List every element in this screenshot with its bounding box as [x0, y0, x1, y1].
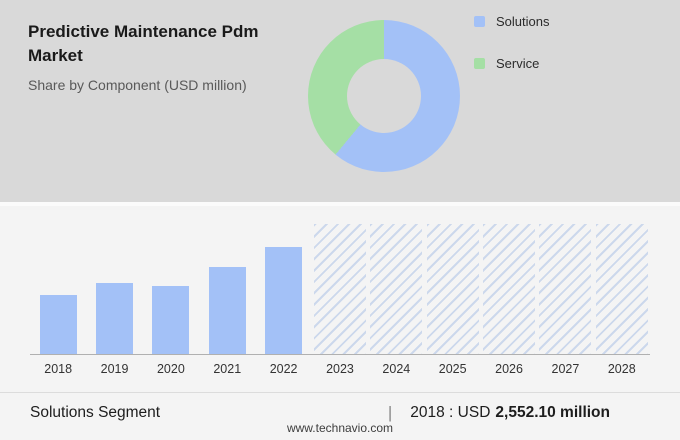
bar-forecast [595, 224, 648, 354]
bar-slot [199, 224, 255, 354]
segment-value-prefix: 2018 : USD [410, 404, 491, 421]
legend-swatch [474, 15, 485, 27]
x-axis-label: 2025 [438, 362, 467, 376]
bar-forecast [483, 224, 535, 354]
bar-forecast [314, 224, 366, 354]
donut-chart [308, 20, 460, 172]
x-axis-label: 2024 [382, 362, 411, 376]
x-axis-label: 2019 [100, 362, 129, 376]
bar-actual [208, 267, 246, 354]
page-subtitle: Share by Component (USD million) [28, 77, 247, 93]
bar-slot [425, 224, 481, 354]
legend-label: Service [496, 55, 540, 71]
segment-value-amount: 2,552.10 million [495, 404, 610, 421]
top-panel: Predictive Maintenance Pdm Market Share … [0, 0, 680, 202]
bar-slot [86, 224, 142, 354]
segment-label: Solutions Segment [30, 404, 161, 421]
footer-value-group: | 2018 : USD 2,552.10 million [388, 403, 650, 423]
x-axis-label: 2023 [326, 362, 354, 376]
bar-slot [368, 224, 424, 354]
bar-slot [481, 224, 537, 354]
x-axis-label: 2022 [269, 362, 298, 376]
bar-slot [537, 224, 593, 354]
bar-actual [95, 282, 134, 354]
legend-label: Solutions [496, 13, 550, 29]
bar-actual [152, 285, 190, 354]
bar-actual [39, 294, 77, 354]
donut-hole [347, 59, 421, 133]
x-axis-label: 2028 [607, 362, 636, 376]
bar-forecast [370, 224, 423, 354]
legend-item-solutions: Solutions [474, 12, 549, 30]
x-axis-label: 2027 [551, 362, 580, 376]
x-axis-label: 2021 [213, 362, 242, 376]
bar-slot [594, 224, 650, 354]
x-axis-label: 2026 [495, 362, 523, 376]
bar-slot [312, 224, 368, 354]
x-axis-label: 2018 [44, 362, 73, 376]
donut-legend: Solutions Service [474, 12, 549, 96]
x-axis-labels: 2018 2019 2020 2021 2022 2023 2024 2025 2026 2027… [30, 362, 650, 376]
footer-divider [0, 392, 680, 393]
separator-pipe: | [387, 403, 393, 422]
bar-plot [30, 224, 650, 355]
website-url: www.technavio.com [286, 421, 394, 435]
segment-value: 2018 : USD 2,552.10 million [410, 404, 610, 422]
bar-chart: 2018 2019 2020 2021 2022 2023 2024 2025 2026 2027… [30, 224, 650, 376]
bar-forecast [426, 224, 479, 354]
x-axis-label: 2020 [156, 362, 185, 376]
bar-slot [143, 224, 199, 354]
legend-item-service: Service [474, 54, 549, 72]
legend-swatch [474, 57, 485, 69]
footer-row: Solutions Segment | 2018 : USD 2,552.10 m… [30, 396, 650, 430]
bar-slot [30, 224, 86, 354]
bar-forecast [539, 224, 592, 354]
bottom-panel: 2018 2019 2020 2021 2022 2023 2024 2025 2026 2027… [0, 206, 680, 440]
page-title: Predictive Maintenance Pdm Market [28, 22, 259, 65]
bar-slot [255, 224, 311, 354]
bar-actual [265, 246, 303, 354]
